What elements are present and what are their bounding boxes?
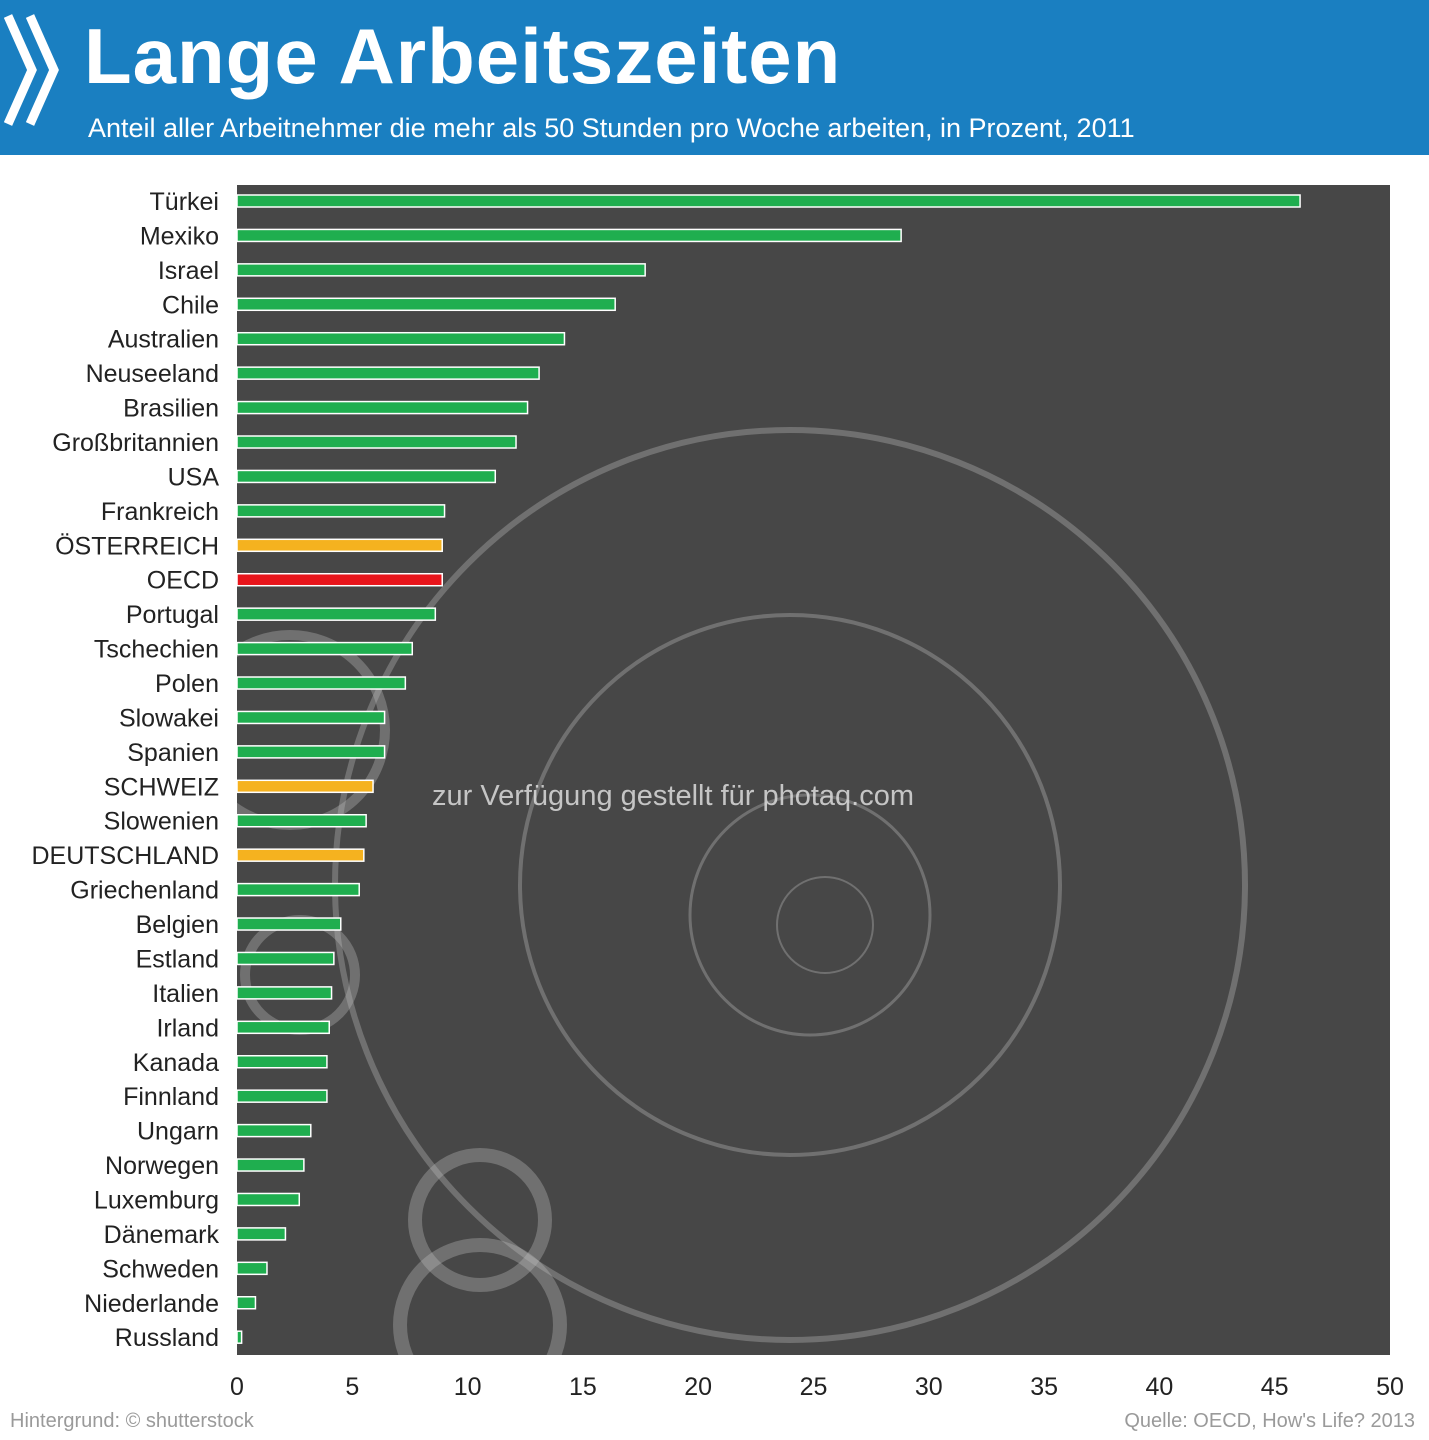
bar-australien: [236, 331, 566, 346]
bar-slowakei: [236, 710, 386, 725]
category-label: Kanada: [133, 1049, 219, 1077]
category-label: Polen: [155, 670, 219, 698]
x-tick-label: 25: [800, 1373, 828, 1401]
bar-deutschland: [236, 848, 365, 862]
double-chevron-right-icon: [4, 14, 59, 126]
bar-belgien: [236, 917, 342, 931]
category-label: Mexiko: [140, 222, 219, 250]
category-label: Ungarn: [137, 1118, 219, 1146]
category-label: Niederlande: [84, 1290, 219, 1318]
category-label: Chile: [162, 291, 219, 319]
category-label: Italien: [152, 980, 219, 1008]
bar-spanien: [236, 745, 386, 759]
x-axis-ticks: 0 5 10 15 20 25 30 35 40 45 50: [230, 1373, 1404, 1401]
bar-türkei: [236, 194, 1301, 208]
bar-frankreich: [236, 504, 446, 518]
bar-dänemark: [236, 1227, 287, 1241]
x-tick-label: 35: [1030, 1373, 1058, 1401]
bar-polen: [236, 676, 407, 690]
category-label: USA: [168, 463, 220, 491]
bar-schweden: [236, 1261, 268, 1276]
bar-italien: [236, 986, 333, 1000]
category-label: Irland: [156, 1014, 219, 1042]
category-label: Estland: [136, 945, 219, 973]
bar-ungarn: [236, 1123, 312, 1138]
header-banner: Lange Arbeitszeiten Anteil aller Arbeitn…: [0, 0, 1429, 155]
category-label: Frankreich: [101, 498, 219, 526]
category-label: Brasilien: [123, 395, 219, 423]
bars-layer: [236, 194, 1301, 1344]
category-label: OECD: [147, 567, 219, 595]
category-label: Israel: [158, 257, 219, 285]
bar-großbritannien: [236, 435, 517, 449]
x-tick-label: 15: [569, 1373, 597, 1401]
x-tick-label: 45: [1261, 1373, 1289, 1401]
category-labels: Türkei Mexiko Israel Chile Australien Neuseel…: [31, 188, 219, 1352]
category-label: Spanien: [127, 739, 219, 767]
bar-neuseeland: [236, 366, 540, 380]
footer-source: Quelle: OECD, How's Life? 2013: [1124, 1410, 1415, 1432]
bar-kanada: [236, 1055, 328, 1069]
x-tick-label: 0: [230, 1373, 244, 1401]
category-label: Slowakei: [119, 704, 219, 732]
category-label: ÖSTERREICH: [55, 532, 219, 560]
bar-österreich: [236, 538, 443, 553]
x-tick-label: 50: [1376, 1373, 1404, 1401]
bar-brasilien: [236, 400, 529, 415]
bar-schweiz: [236, 779, 374, 794]
x-tick-label: 10: [454, 1373, 482, 1401]
bar-usa: [236, 469, 497, 484]
bar-chart: Türkei Mexiko Israel Chile Australien Neuseel…: [31, 185, 1404, 1401]
bar-chile: [236, 297, 616, 312]
x-tick-label: 20: [684, 1373, 712, 1401]
category-label: DEUTSCHLAND: [31, 842, 219, 870]
watermark-text: zur Verfügung gestellt für photaq.com: [432, 780, 915, 812]
page-title: Lange Arbeitszeiten: [84, 12, 842, 100]
category-label: Luxemburg: [94, 1186, 219, 1214]
x-tick-label: 40: [1145, 1373, 1173, 1401]
category-label: SCHWEIZ: [104, 773, 219, 801]
category-label: Türkei: [150, 188, 219, 216]
bar-luxemburg: [236, 1192, 301, 1207]
bar-slowenien: [236, 813, 367, 828]
bar-niederlande: [236, 1296, 257, 1310]
bar-griechenland: [236, 882, 360, 897]
category-label: Schweden: [102, 1255, 219, 1283]
category-label: Griechenland: [70, 877, 219, 905]
bar-finnland: [236, 1089, 328, 1103]
category-label: Belgien: [136, 911, 219, 939]
category-label: Dänemark: [104, 1221, 220, 1249]
footer-credit: Hintergrund: © shutterstock: [10, 1410, 254, 1432]
category-label: Australien: [108, 326, 219, 354]
bar-oecd: [236, 572, 443, 587]
x-tick-label: 30: [915, 1373, 943, 1401]
category-label: Norwegen: [105, 1152, 219, 1180]
category-label: Tschechien: [94, 636, 219, 664]
category-label: Russland: [115, 1324, 219, 1352]
bar-russland: [236, 1330, 243, 1344]
bar-irland: [236, 1020, 330, 1035]
bar-mexiko: [236, 228, 902, 243]
page-subtitle: Anteil aller Arbeitnehmer die mehr als 5…: [88, 113, 1135, 143]
category-label: Großbritannien: [52, 429, 219, 457]
bar-estland: [236, 951, 335, 966]
category-label: Neuseeland: [86, 360, 219, 388]
bar-israel: [236, 263, 646, 277]
category-label: Finnland: [123, 1083, 219, 1111]
x-tick-label: 5: [345, 1373, 359, 1401]
bar-norwegen: [236, 1158, 305, 1172]
bar-portugal: [236, 607, 437, 621]
plot-area: [237, 185, 1390, 1355]
category-label: Slowenien: [104, 808, 219, 836]
bar-tschechien: [236, 641, 414, 656]
category-label: Portugal: [126, 601, 219, 629]
